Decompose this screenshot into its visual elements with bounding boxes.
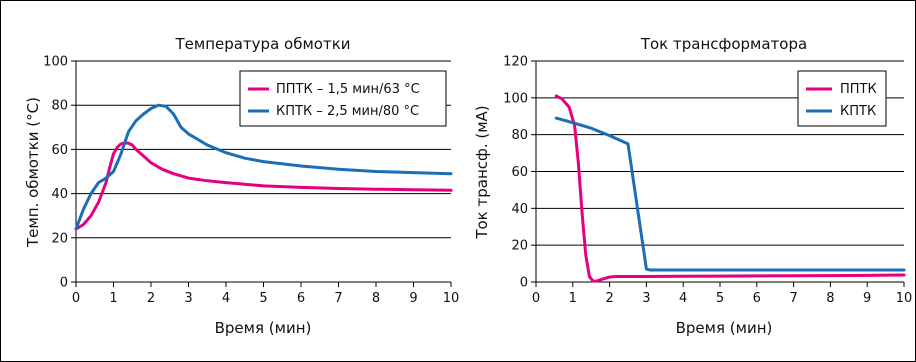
x-tick-label: 2 (605, 291, 613, 306)
x-tick-label: 6 (297, 291, 305, 306)
legend-box (239, 70, 447, 127)
plot-area (74, 103, 453, 231)
y-tick-label: 60 (51, 143, 68, 158)
x-tick-label: 1 (569, 291, 577, 306)
series-line-1 (74, 141, 453, 231)
x-tick-label: 9 (863, 291, 871, 306)
legend-label-series-1: ППТК – 1,5 мин/63 °С (276, 82, 420, 97)
x-tick-label: 0 (532, 291, 540, 306)
y-tick-label: 20 (511, 239, 528, 254)
legend-label-series-2: КПТК (840, 104, 876, 119)
x-tick-label: 3 (642, 291, 650, 306)
y-tick-label: 0 (520, 276, 528, 291)
x-tick-label: 7 (789, 291, 797, 306)
y-axis-label: Темп. обмотки (°С) (24, 97, 42, 248)
x-tick-label: 9 (409, 291, 417, 306)
y-tick-label: 60 (511, 165, 528, 180)
y-tick-label: 80 (51, 99, 68, 114)
plot-area (554, 94, 906, 283)
x-tick-label: 10 (896, 291, 913, 306)
chart-title: Ток трансформатора (640, 35, 807, 53)
y-tick-label: 40 (511, 202, 528, 217)
x-tick-label: 1 (109, 291, 117, 306)
x-axis-label: Время (мин) (676, 319, 773, 337)
x-tick-label: 2 (147, 291, 155, 306)
x-tick-label: 5 (259, 291, 267, 306)
transformer-current-chart: Ток трансформатора Ток трансф. (мА) Врем… (473, 35, 912, 337)
x-tick-label: 10 (443, 291, 460, 306)
y-tick-labels: 0 20 40 60 80 100 120 (503, 55, 528, 291)
y-tick-label: 0 (60, 276, 68, 291)
x-tick-label: 4 (679, 291, 687, 306)
legend-label-series-2: КПТК – 2,5 мин/80 °С (276, 104, 419, 119)
x-tick-label: 5 (716, 291, 724, 306)
legend-label-series-1: ППТК (840, 82, 877, 97)
x-tick-label: 7 (334, 291, 342, 306)
chart-title: Температура обмотки (174, 35, 350, 53)
x-axis-label: Время (мин) (215, 319, 312, 337)
x-tick-labels: 0 1 2 3 4 5 6 7 8 9 10 (72, 291, 459, 306)
y-tick-label: 40 (51, 187, 68, 202)
y-tick-label: 100 (43, 55, 68, 70)
x-tick-label: 8 (826, 291, 834, 306)
y-axis-label: Ток трансф. (мА) (473, 105, 491, 239)
y-tick-label: 80 (511, 128, 528, 143)
legend-box (797, 70, 887, 127)
series-line-1 (554, 94, 906, 283)
y-tick-label: 120 (503, 55, 528, 70)
series-line-2 (74, 103, 453, 231)
x-tick-label: 0 (72, 291, 80, 306)
legend: ППТК – 1,5 мин/63 °С КПТК – 2,5 мин/80 °… (239, 70, 447, 127)
winding-temperature-chart: Температура обмотки Темп. обмотки (°С) В… (24, 35, 459, 337)
y-tick-labels: 0 20 40 60 80 100 (43, 55, 68, 291)
x-tick-label: 8 (372, 291, 380, 306)
y-tick-label: 20 (51, 231, 68, 246)
x-tick-label: 3 (184, 291, 192, 306)
legend: ППТК КПТК (797, 70, 887, 127)
y-tick-label: 100 (503, 91, 528, 106)
x-tick-label: 4 (222, 291, 230, 306)
x-tick-label: 6 (753, 291, 761, 306)
x-tick-labels: 0 1 2 3 4 5 6 7 8 9 10 (532, 291, 912, 306)
series-line-2 (554, 116, 906, 272)
